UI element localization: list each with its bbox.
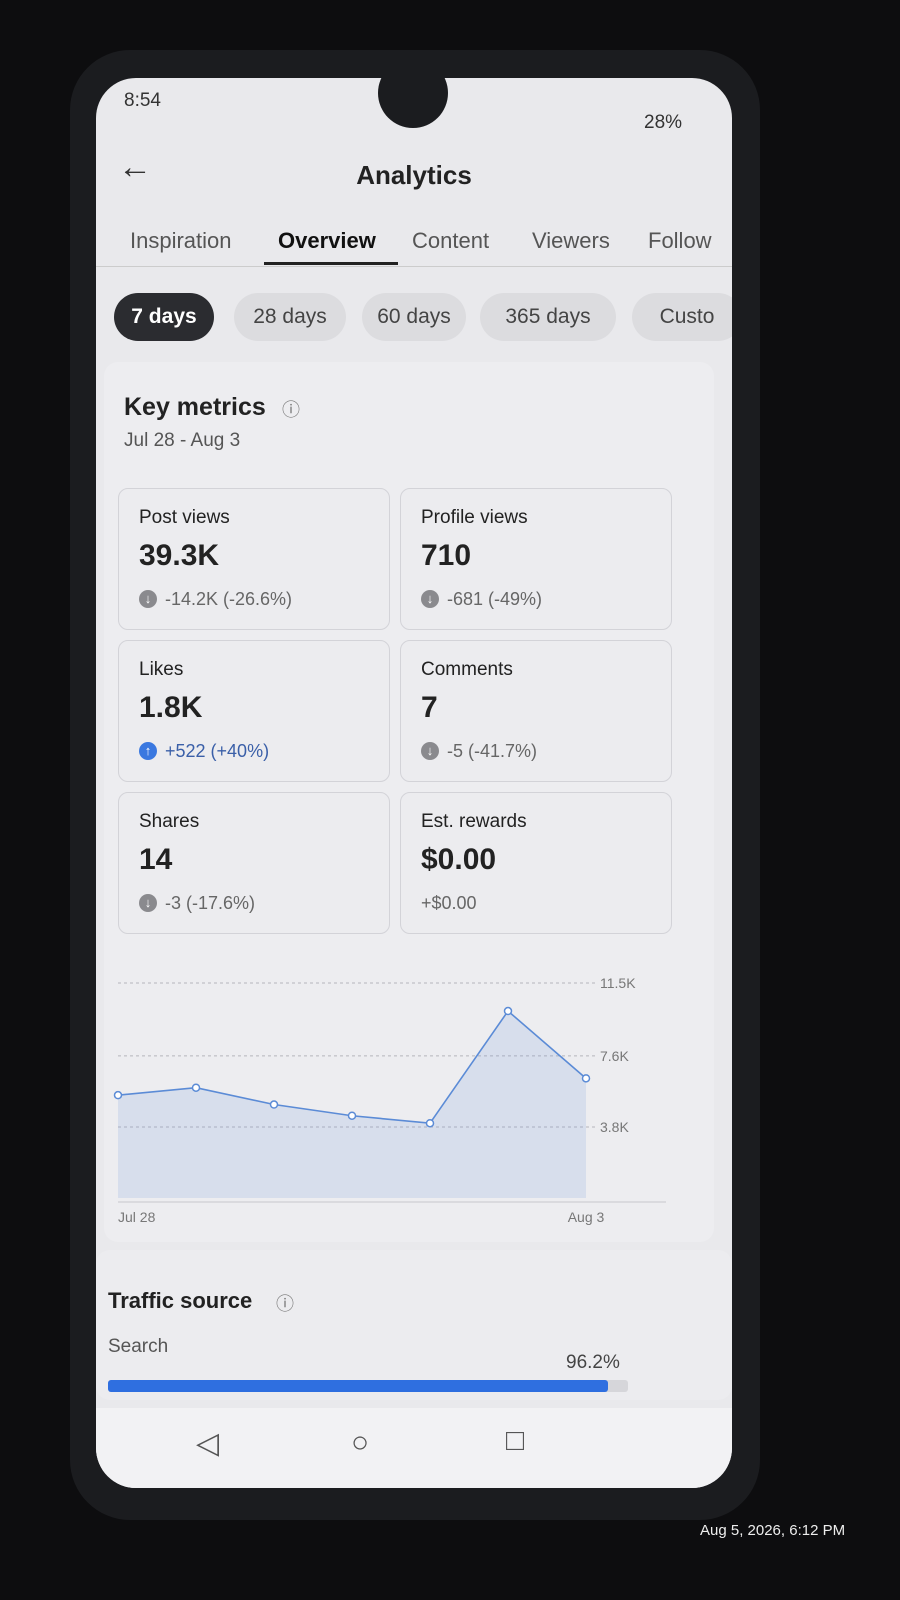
range-chip[interactable]: 28 days bbox=[234, 293, 346, 341]
section-title: Traffic source bbox=[108, 1288, 253, 1313]
metric-card[interactable]: Post views 39.3K ↓ -14.2K (-26.6%) bbox=[118, 488, 390, 630]
section-title: Key metrics bbox=[124, 393, 266, 421]
trend-icon: ↓ bbox=[421, 742, 439, 760]
metric-card[interactable]: Likes 1.8K ↑ +522 (+40%) bbox=[118, 640, 390, 782]
point bbox=[191, 1083, 201, 1092]
photo-timestamp: Aug 5, 2026, 6:12 PM bbox=[700, 1522, 846, 1539]
metric-label: Likes bbox=[139, 659, 184, 680]
metric-value: 39.3K bbox=[139, 539, 220, 572]
screen: 8:54 28% ← Analytics Key metrics ⓘ Jul 2… bbox=[96, 78, 732, 1488]
info-icon[interactable]: ⓘ bbox=[276, 1294, 294, 1314]
traffic-bar bbox=[108, 1380, 609, 1392]
point bbox=[581, 1074, 591, 1083]
line-chart: 3.8K 7.6K 11.5K Jul 28 Aug 3 bbox=[113, 975, 666, 1225]
tab[interactable]: Follow bbox=[648, 228, 712, 253]
nav-back[interactable]: ◁ bbox=[196, 1427, 220, 1460]
metric-change: -5 (-41.7%) bbox=[447, 741, 538, 761]
range-chip[interactable]: 60 days bbox=[362, 293, 466, 341]
tab[interactable]: Inspiration bbox=[130, 228, 232, 253]
x-tick-label: Aug 3 bbox=[568, 1209, 605, 1225]
trend-icon: ↓ bbox=[139, 894, 157, 912]
metric-change: -3 (-17.6%) bbox=[165, 893, 256, 913]
metric-change: -14.2K (-26.6%) bbox=[165, 589, 293, 609]
info-icon[interactable]: ⓘ bbox=[282, 400, 300, 420]
metric-change: +$0.00 bbox=[421, 893, 477, 913]
metric-card[interactable]: Profile views 710 ↓ -681 (-49%) bbox=[400, 488, 672, 630]
nav-home[interactable]: ○ bbox=[351, 1426, 370, 1459]
y-tick-label: 3.8K bbox=[600, 1119, 629, 1135]
metric-label: Post views bbox=[139, 507, 230, 528]
traffic-track bbox=[108, 1380, 628, 1392]
range-chip[interactable]: 7 days bbox=[114, 293, 214, 341]
area bbox=[118, 1011, 586, 1198]
metric-value: 7 bbox=[421, 691, 438, 724]
metric-change: -681 (-49%) bbox=[447, 589, 543, 609]
nav-bar: ◁ ○ □ bbox=[96, 1408, 732, 1488]
status-battery: 28% bbox=[644, 112, 683, 133]
metric-value: 1.8K bbox=[139, 691, 203, 724]
point bbox=[503, 1006, 513, 1016]
metric-card[interactable]: Comments 7 ↓ -5 (-41.7%) bbox=[400, 640, 672, 782]
tab[interactable]: Content bbox=[412, 228, 490, 253]
trend-icon: ↓ bbox=[139, 590, 157, 608]
x-tick-label: Jul 28 bbox=[118, 1209, 156, 1225]
tab[interactable]: Viewers bbox=[532, 228, 610, 253]
point bbox=[347, 1111, 357, 1120]
trend-icon: ↓ bbox=[421, 590, 439, 608]
metric-label: Profile views bbox=[421, 507, 528, 528]
metric-value: 14 bbox=[139, 843, 173, 876]
metric-label: Est. rewards bbox=[421, 811, 527, 832]
metric-label: Comments bbox=[421, 659, 513, 680]
range-chip[interactable]: Custo bbox=[632, 293, 732, 341]
metric-card[interactable]: Est. rewards $0.00 +$0.00 bbox=[400, 792, 672, 934]
metric-change: +522 (+40%) bbox=[165, 741, 270, 761]
metric-card[interactable]: Shares 14 ↓ -3 (-17.6%) bbox=[118, 792, 390, 934]
status-time: 8:54 bbox=[124, 90, 161, 111]
date-range: Jul 28 - Aug 3 bbox=[124, 430, 241, 451]
point bbox=[269, 1100, 279, 1109]
tab[interactable]: Overview bbox=[278, 228, 376, 253]
back-button[interactable]: ← bbox=[118, 148, 152, 186]
range-chip[interactable]: 365 days bbox=[480, 293, 616, 341]
traffic-value: 96.2% bbox=[566, 1352, 620, 1373]
nav-recents[interactable]: □ bbox=[506, 1424, 525, 1457]
page-title: Analytics bbox=[356, 160, 472, 190]
point bbox=[113, 1090, 123, 1100]
tab-indicator bbox=[264, 262, 398, 265]
traffic-label: Search bbox=[108, 1336, 169, 1357]
camera-notch bbox=[378, 78, 448, 128]
traffic-panel bbox=[96, 1250, 732, 1400]
metric-value: 710 bbox=[421, 539, 472, 572]
y-tick-label: 7.6K bbox=[600, 1048, 629, 1064]
trend-icon: ↑ bbox=[139, 742, 157, 760]
metric-label: Shares bbox=[139, 811, 200, 832]
metric-value: $0.00 bbox=[421, 843, 497, 876]
y-tick-label: 11.5K bbox=[600, 975, 636, 991]
tab-divider bbox=[96, 266, 732, 267]
point bbox=[425, 1118, 435, 1128]
